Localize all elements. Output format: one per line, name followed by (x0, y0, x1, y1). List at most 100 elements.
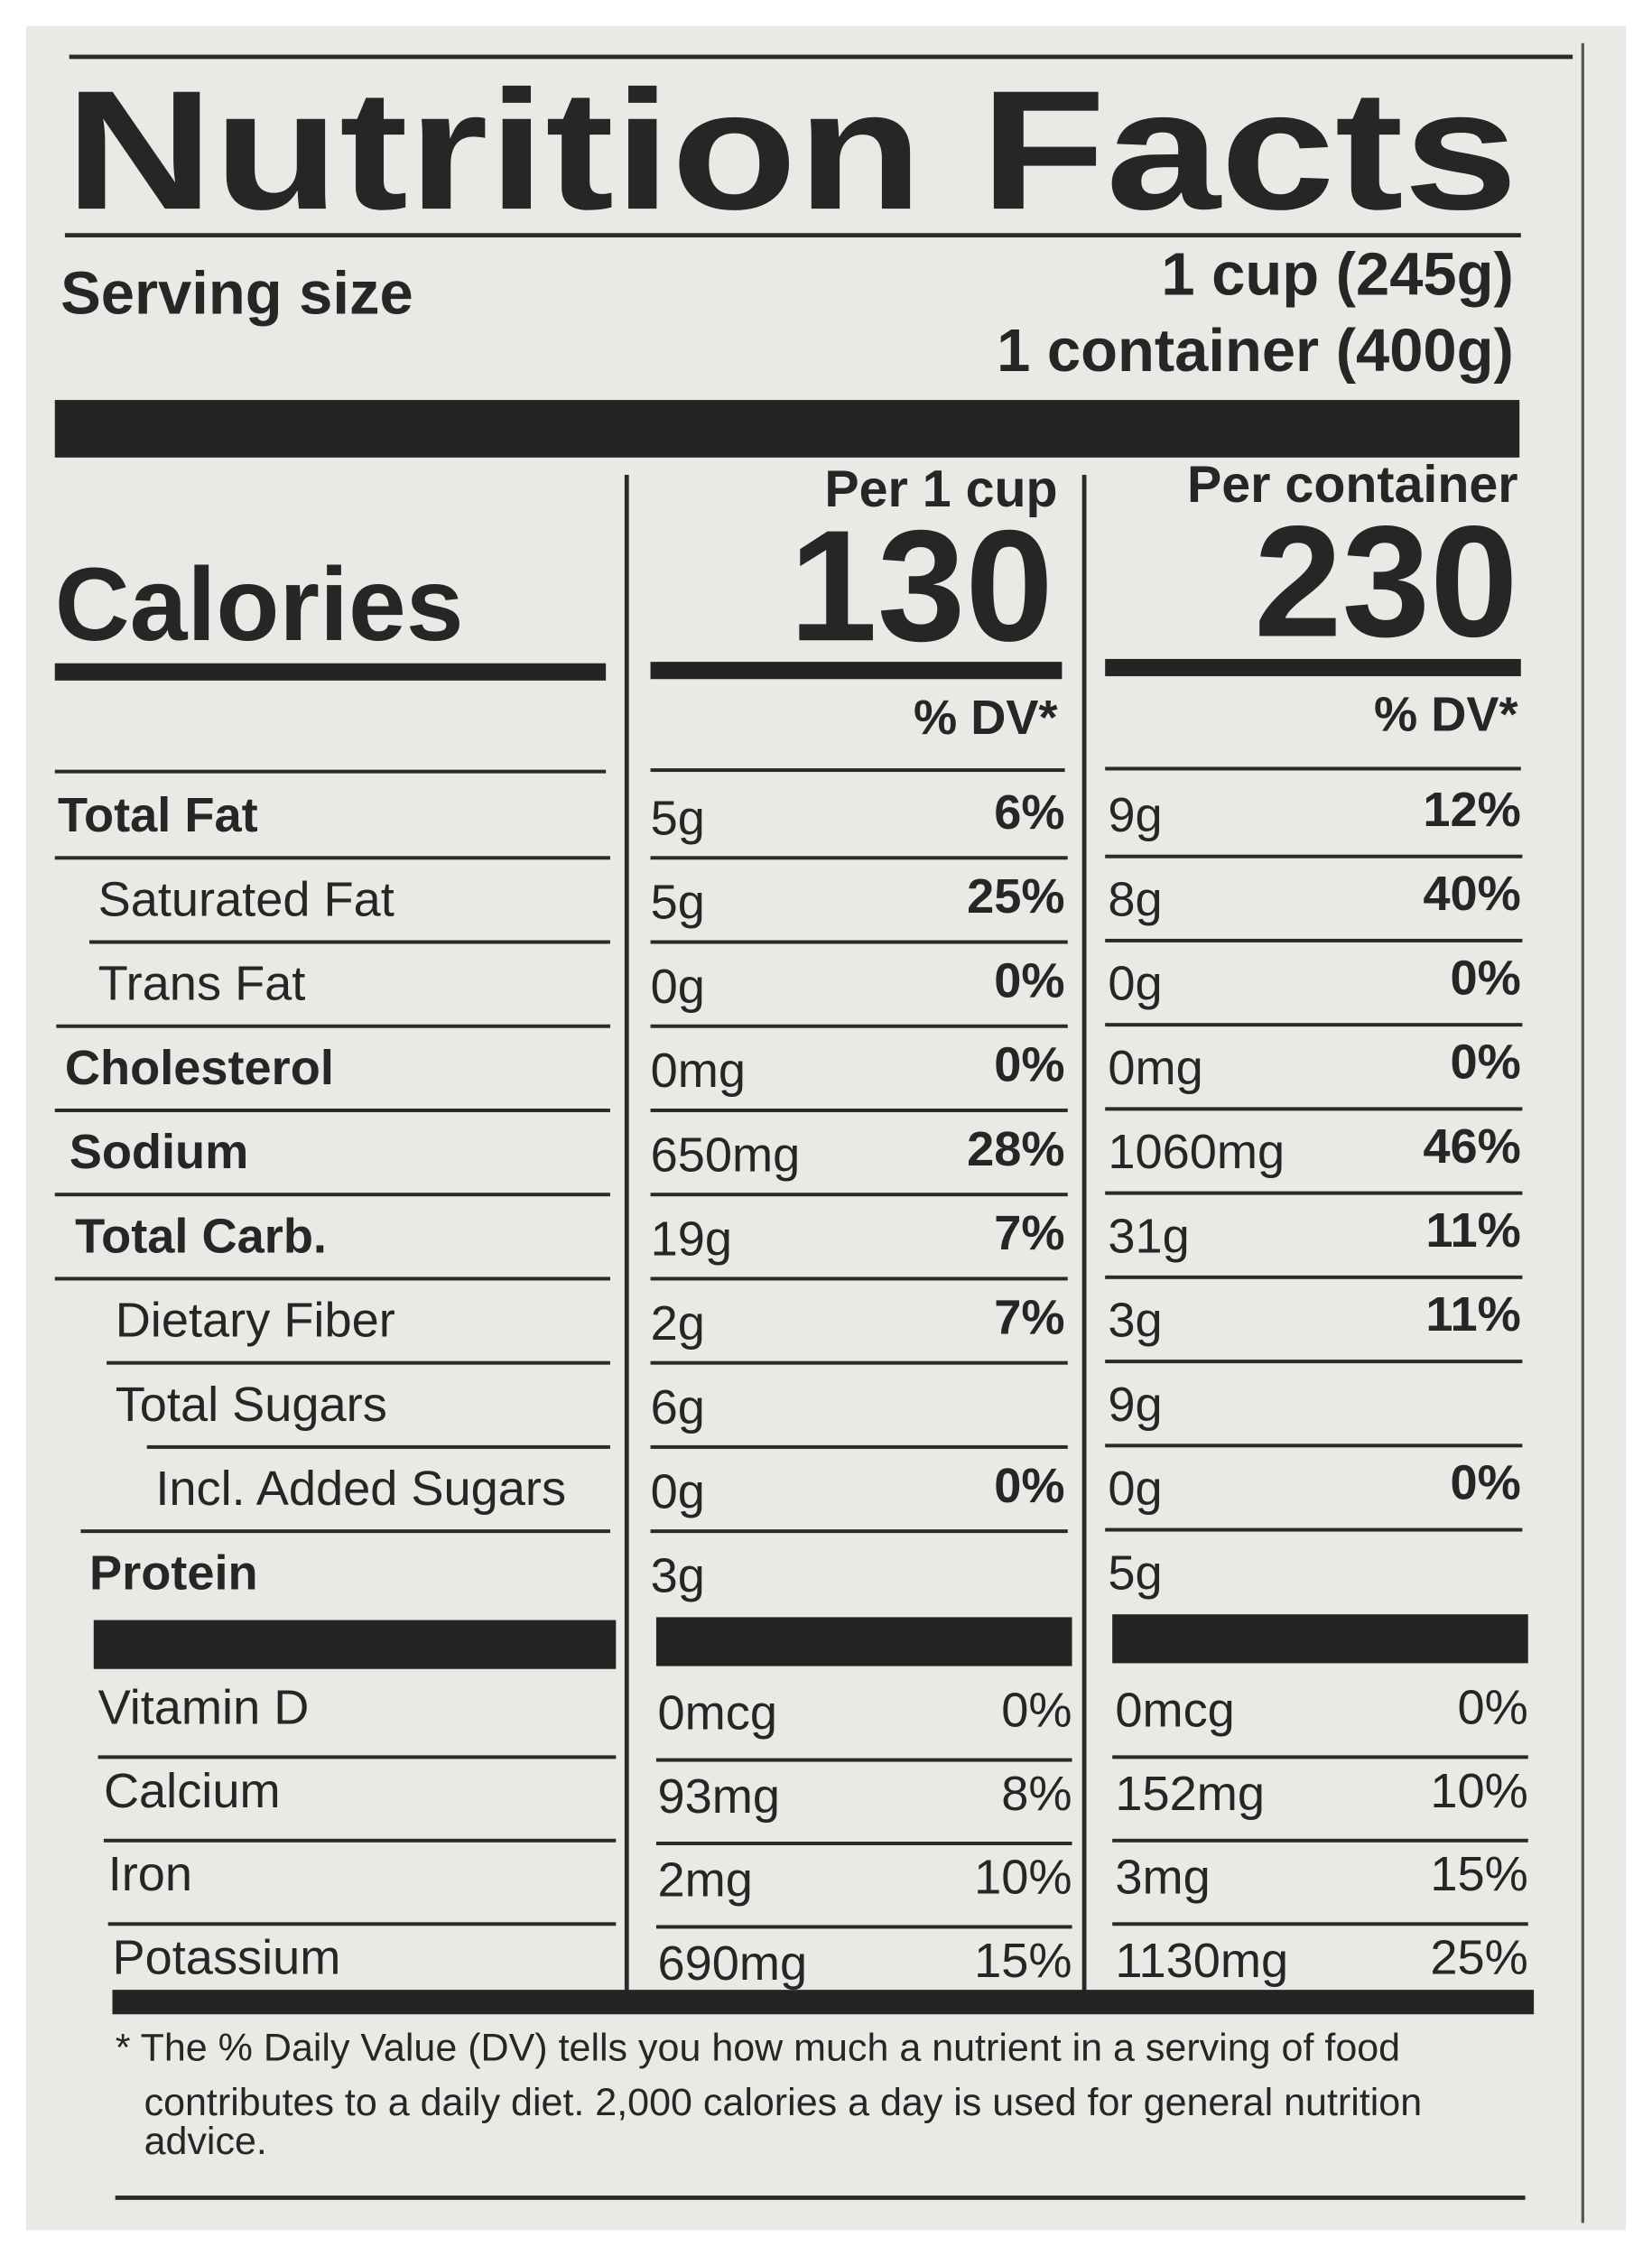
serving-value: 1 container (400g) (997, 317, 1514, 385)
rule (1105, 1527, 1523, 1532)
rule (1105, 1275, 1523, 1279)
rule (146, 1444, 610, 1449)
rule (650, 1277, 1068, 1281)
amount: 9g (1108, 788, 1162, 842)
dv-header: % DV* (1374, 688, 1518, 742)
title: Nutrition Facts (65, 55, 1518, 245)
nutrient-name: Total Carb. (75, 1209, 327, 1263)
rule (54, 1108, 610, 1112)
rule (1112, 1755, 1528, 1759)
rule (107, 1360, 610, 1365)
serving-label: Serving size (60, 259, 413, 327)
amount: 690mg (658, 1936, 808, 1991)
amount: 3g (1108, 1294, 1162, 1348)
rule (650, 1444, 1068, 1449)
top-rule (69, 54, 1573, 60)
daily-value: 46% (1423, 1119, 1520, 1174)
rule (54, 1277, 610, 1281)
amount: 0mg (1108, 1041, 1202, 1095)
footnote: advice. (144, 2120, 267, 2163)
rule (89, 940, 610, 944)
rule (650, 1024, 1068, 1028)
daily-value: 0% (1450, 951, 1520, 1005)
nutrient-name: Cholesterol (65, 1041, 334, 1095)
thick-bar (1105, 658, 1521, 677)
amount: 1060mg (1108, 1125, 1285, 1179)
rule (1105, 1360, 1523, 1364)
amount: 0g (651, 960, 705, 1014)
nutrient-name: Saturated Fat (98, 872, 394, 926)
daily-value: 0% (1450, 1456, 1520, 1510)
thick-bar (54, 400, 1520, 458)
daily-value: 8% (1001, 1767, 1072, 1821)
amount: 2g (651, 1296, 705, 1351)
amount: 3mg (1115, 1850, 1210, 1904)
dv-header: % DV* (914, 691, 1058, 745)
daily-value: 15% (974, 1934, 1072, 1988)
thick-bar (1112, 1614, 1528, 1664)
rule (650, 1108, 1068, 1112)
vitamin-name: Iron (108, 1847, 192, 1901)
edge-rule (1581, 42, 1584, 2224)
vitamin-name: Vitamin D (98, 1680, 310, 1734)
daily-value: 0% (994, 1038, 1064, 1092)
amount: 8g (1108, 872, 1162, 926)
rule (1105, 1444, 1523, 1448)
footnote: * The % Daily Value (DV) tells you how m… (116, 2026, 1400, 2069)
nutrient-name: Protein (89, 1546, 258, 1600)
thick-bar (93, 1620, 617, 1669)
rule (54, 1193, 610, 1197)
amount: 93mg (658, 1769, 781, 1824)
rule (107, 1922, 617, 1926)
daily-value: 25% (967, 869, 1064, 924)
calories-value: 130 (789, 497, 1053, 674)
amount: 3g (651, 1548, 705, 1602)
amount: 0g (651, 1464, 705, 1518)
rule (1105, 1107, 1523, 1111)
daily-value: 0% (1001, 1684, 1072, 1738)
rule (54, 856, 610, 860)
daily-value: 7% (994, 1206, 1064, 1260)
rule (650, 1360, 1068, 1365)
nutrient-name: Total Fat (58, 788, 258, 842)
daily-value: 11% (1425, 1203, 1520, 1258)
daily-value: 12% (1423, 783, 1520, 837)
column-header: Per 1 cup (824, 460, 1057, 518)
nutrient-name: Sodium (70, 1125, 249, 1179)
nutrient-name: Total Sugars (116, 1378, 387, 1432)
rule (1105, 854, 1523, 859)
rule (650, 856, 1068, 860)
thick-bar (655, 1617, 1072, 1666)
nutrient-name: Dietary Fiber (116, 1294, 395, 1348)
rule (1112, 1838, 1528, 1843)
amount: 5g (651, 791, 705, 845)
daily-value: 15% (1430, 1847, 1527, 1901)
daily-value: 7% (994, 1290, 1064, 1344)
rule (103, 1838, 617, 1843)
nutrient-name: Trans Fat (98, 957, 306, 1011)
amount: 0g (1108, 957, 1162, 1011)
daily-value: 11% (1425, 1287, 1520, 1342)
rule (1112, 1922, 1528, 1926)
rule (56, 1024, 610, 1028)
amount: 6g (651, 1380, 705, 1434)
column-header: Per container (1187, 456, 1518, 514)
daily-value: 10% (974, 1850, 1072, 1904)
rule (655, 1758, 1072, 1762)
daily-value: 0% (994, 1459, 1064, 1513)
rule (115, 2196, 1526, 2200)
rule (64, 233, 1521, 237)
rule (1105, 1023, 1523, 1027)
amount: 2mg (658, 1853, 753, 1908)
label-background (25, 25, 1627, 2231)
amount: 19g (651, 1212, 732, 1267)
amount: 0mcg (1115, 1684, 1234, 1738)
calories-label: Calories (55, 547, 464, 663)
rule (650, 1193, 1068, 1197)
rule (1105, 766, 1521, 771)
amount: 0mcg (658, 1686, 777, 1741)
rule (1105, 938, 1523, 942)
daily-value: 40% (1423, 867, 1520, 921)
amount: 152mg (1115, 1767, 1265, 1821)
